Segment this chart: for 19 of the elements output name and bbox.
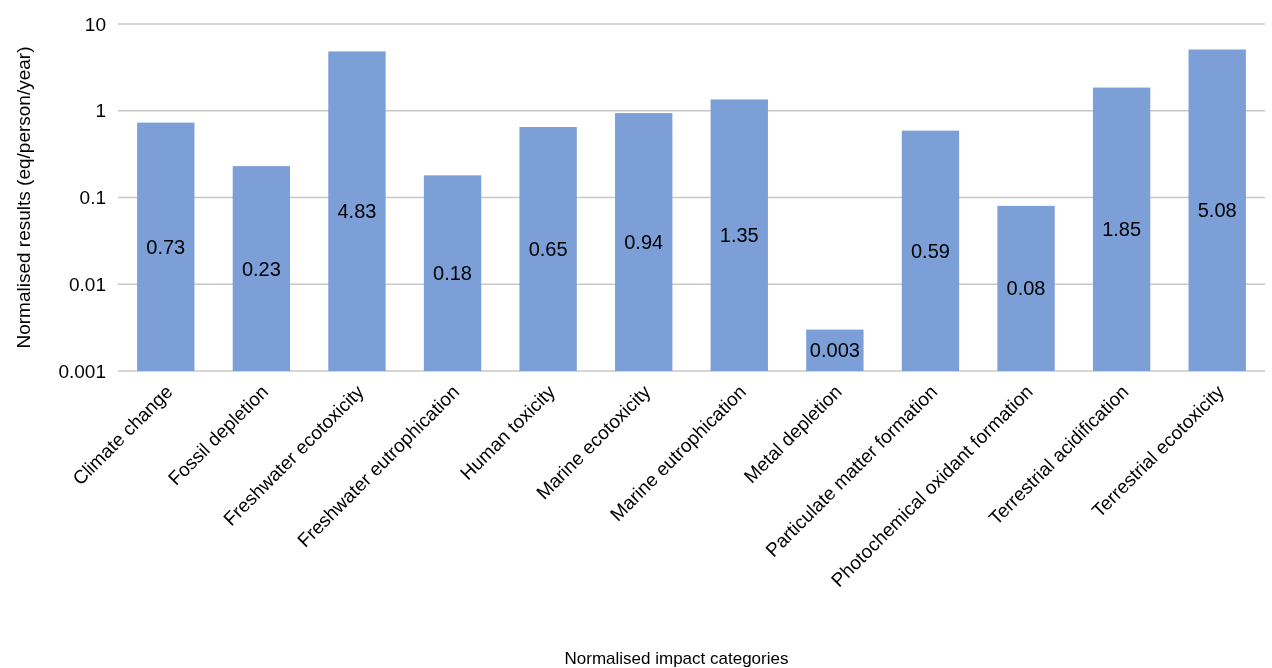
data-label: 0.18 [433,262,473,285]
y-tick-label: 0.001 [58,360,106,382]
data-label: 5.08 [1197,199,1237,222]
data-label: 0.59 [910,239,950,262]
y-tick-label: 1 [95,100,106,122]
data-label: 0.73 [146,235,186,258]
data-label: 0.65 [528,237,568,260]
data-label: 0.94 [624,231,664,254]
y-axis-title: Normalised results (eq/person/year) [13,46,34,349]
y-tick-label: 0.01 [69,273,106,295]
data-label: 0.08 [1006,277,1046,300]
data-label: 1.35 [719,224,759,247]
y-tick-label: 10 [84,13,106,35]
data-label: 1.85 [1102,218,1142,241]
data-label: 0.003 [809,339,860,362]
x-axis-title: Normalised impact categories [564,649,789,668]
data-label: 4.83 [337,200,377,223]
y-tick-label: 0.1 [79,187,106,209]
data-label: 0.23 [241,257,281,280]
